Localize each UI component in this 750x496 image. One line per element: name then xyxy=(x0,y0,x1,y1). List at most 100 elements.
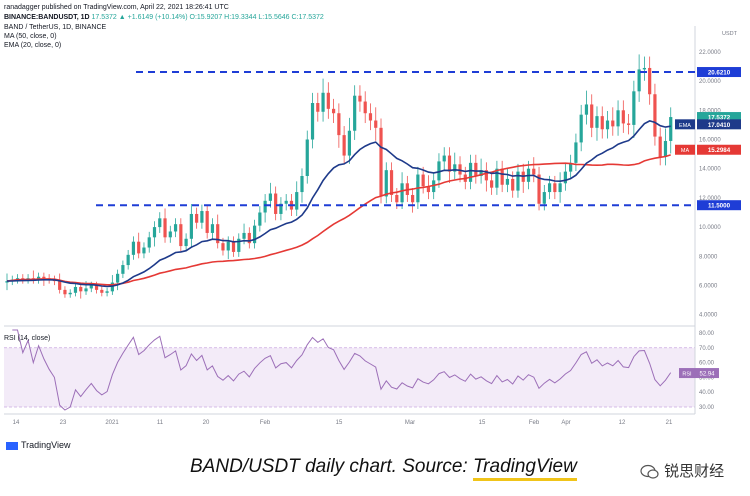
candle-body xyxy=(216,224,220,244)
price-axis-tag xyxy=(697,67,741,78)
candle-body xyxy=(58,281,62,290)
candle-body xyxy=(569,162,573,172)
candle-body xyxy=(42,276,46,279)
candle-body xyxy=(363,101,367,114)
time-tick-label: 15 xyxy=(479,420,486,426)
tradingview-logo[interactable]: TradingView xyxy=(6,440,71,450)
candle-body xyxy=(353,95,357,131)
candle-body xyxy=(474,162,478,176)
candle-body xyxy=(537,174,541,204)
time-tick-label: Apr xyxy=(561,420,570,426)
candle-body xyxy=(468,162,473,182)
candle-body xyxy=(389,170,394,195)
candle-body xyxy=(284,200,288,204)
tradingview-logo-text: TradingView xyxy=(21,440,71,450)
candle-body xyxy=(321,92,325,112)
candle-body xyxy=(595,116,599,128)
candle-body xyxy=(600,116,604,130)
candle-body xyxy=(326,92,330,109)
candle-body xyxy=(247,232,251,244)
candle-body xyxy=(616,110,620,127)
ema20-line xyxy=(6,120,671,288)
price-axis-prefix-tag xyxy=(675,144,695,155)
candle-body xyxy=(563,171,567,184)
candle-body xyxy=(89,285,93,289)
pair-label: BAND / TetherUS, 1D, BINANCE xyxy=(4,24,107,31)
candle-body xyxy=(484,170,488,181)
symbol-label: BINANCE:BANDUSDT, 1D xyxy=(4,14,90,21)
rsi-axis-tag-text: 52.94 xyxy=(699,372,715,378)
chart-caption: BAND/USDT daily chart. Source: TradingVi… xyxy=(190,456,577,481)
ma50-line xyxy=(6,154,671,286)
candle-body xyxy=(205,211,209,233)
candle-body xyxy=(179,224,183,247)
price-axis-tag-text: 17.0410 xyxy=(708,122,731,129)
candle-body xyxy=(252,225,257,244)
candle-body xyxy=(158,218,162,228)
candle-body xyxy=(579,114,583,143)
time-tick-label: 2021 xyxy=(105,420,119,426)
price-tick-label: 22.0000 xyxy=(699,50,721,56)
candle-body xyxy=(310,103,315,140)
candle-body xyxy=(637,69,641,92)
price-axis-tag xyxy=(697,200,741,211)
candle-body xyxy=(337,113,341,136)
rsi-axis-prefix-text: RSI xyxy=(682,372,692,378)
candle-body xyxy=(632,91,636,125)
candle-body xyxy=(226,241,230,251)
candle-body xyxy=(237,238,241,252)
candle-body xyxy=(584,104,589,115)
candle-body xyxy=(648,67,652,95)
candle-body xyxy=(342,135,346,156)
candle-body xyxy=(411,194,415,203)
candle-body xyxy=(347,130,352,156)
candle-body xyxy=(5,281,9,283)
price-tick-label: 16.0000 xyxy=(699,138,721,144)
published-line: ranadagger published on TradingView.com,… xyxy=(4,4,229,11)
candle-body xyxy=(231,241,236,252)
time-tick-label: 12 xyxy=(619,420,626,426)
price-axis-prefix-text: EMA xyxy=(679,123,691,129)
candle-body xyxy=(126,254,130,266)
candle-body xyxy=(200,211,204,223)
candle-body xyxy=(137,241,141,254)
candle-body xyxy=(621,110,625,124)
candle-body xyxy=(490,180,494,188)
caption-source: TradingView xyxy=(472,456,577,481)
price-axis-tag-text: 15.2984 xyxy=(708,147,731,154)
candle-body xyxy=(374,120,378,128)
unit-label: USDT xyxy=(722,31,738,37)
candle-body xyxy=(658,136,662,158)
candle-body xyxy=(173,224,178,232)
candle-body xyxy=(669,117,673,141)
watermark: 锐思财经 xyxy=(640,460,724,481)
wechat-icon xyxy=(640,464,659,479)
candle-body xyxy=(163,218,167,238)
rsi-line xyxy=(12,329,672,411)
candle-body xyxy=(384,170,388,197)
time-tick-label: 20 xyxy=(203,420,210,426)
candle-body xyxy=(116,273,120,283)
candle-body xyxy=(516,171,520,191)
candle-body xyxy=(605,120,610,130)
candle-body xyxy=(653,94,657,137)
candle-body xyxy=(553,183,557,193)
candle-body xyxy=(274,193,278,214)
candle-body xyxy=(574,142,578,163)
candle-body xyxy=(68,292,72,295)
candle-body xyxy=(79,286,83,292)
candle-body xyxy=(331,108,336,114)
candle-body xyxy=(437,161,441,181)
candle-body xyxy=(84,288,88,292)
price-axis-tag xyxy=(697,119,741,130)
time-tick-label: Feb xyxy=(260,420,271,426)
price-axis-tag-text: 17.5372 xyxy=(708,115,731,122)
rsi-tick-label: 30.00 xyxy=(699,405,715,411)
candle-body xyxy=(258,212,262,226)
candle-body xyxy=(368,113,373,121)
ema-legend: EMA (20, close, 0) xyxy=(4,42,62,49)
candle-body xyxy=(300,176,304,193)
candle-body xyxy=(505,178,510,185)
price-tick-label: 20.0000 xyxy=(699,79,721,85)
